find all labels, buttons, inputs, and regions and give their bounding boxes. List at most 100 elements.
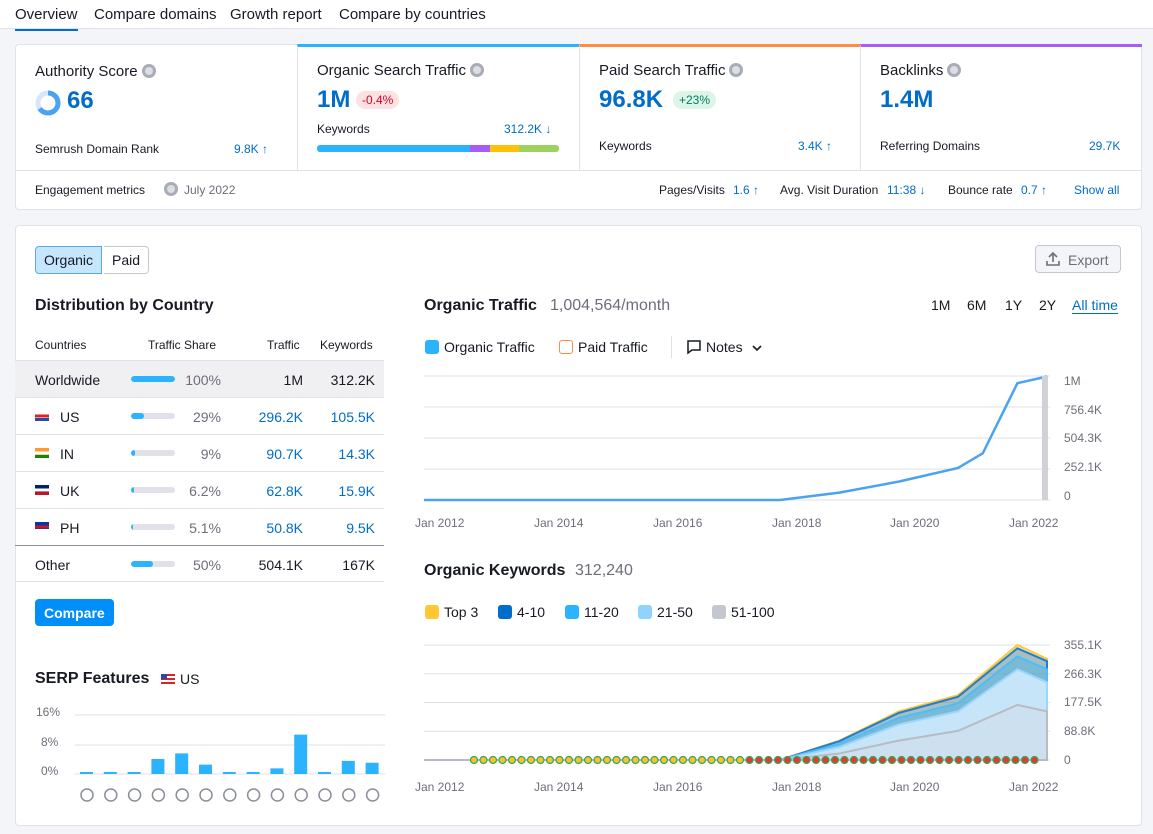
update-marker-icon[interactable] xyxy=(583,755,593,765)
serp-feature-icon[interactable] xyxy=(104,788,118,802)
serp-feature-icon[interactable] xyxy=(318,788,332,802)
tab-compare-domains[interactable]: Compare domains xyxy=(94,6,217,23)
compare-button[interactable]: Compare xyxy=(35,599,114,626)
serp-feature-bar[interactable] xyxy=(294,734,308,774)
table-row[interactable]: IN 9% 90.7K 14.3K xyxy=(15,434,384,471)
update-marker-icon[interactable] xyxy=(507,755,517,765)
update-marker-icon[interactable] xyxy=(954,755,963,765)
update-marker-icon[interactable] xyxy=(963,755,973,765)
organic-traffic-chart[interactable] xyxy=(424,375,1050,502)
update-marker-icon[interactable] xyxy=(849,755,859,765)
update-marker-icon[interactable] xyxy=(735,755,745,765)
update-marker-icon[interactable] xyxy=(479,755,488,765)
serp-feature-bar[interactable] xyxy=(341,760,355,774)
table-row[interactable]: UK 6.2% 62.8K 15.9K xyxy=(15,471,384,508)
update-marker-icon[interactable] xyxy=(859,755,868,765)
update-marker-icon[interactable] xyxy=(612,755,621,765)
update-marker-icon[interactable] xyxy=(992,755,1001,765)
serp-feature-icon[interactable] xyxy=(199,788,213,802)
update-marker-icon[interactable] xyxy=(821,755,830,765)
paid-keywords-value[interactable]: 3.4K ↑ xyxy=(798,139,833,153)
serp-feature-bar[interactable] xyxy=(365,762,379,774)
update-marker-icon[interactable] xyxy=(707,755,716,765)
update-marker-icon[interactable] xyxy=(754,755,764,765)
serp-feature-icon[interactable] xyxy=(151,788,166,802)
serp-feature-bar[interactable] xyxy=(246,772,260,774)
update-marker-icon[interactable] xyxy=(517,755,526,765)
paid-toggle-button[interactable]: Paid xyxy=(104,246,150,274)
update-marker-icon[interactable] xyxy=(944,755,954,765)
traffic-value[interactable]: 62.8K xyxy=(266,483,303,499)
backlinks-value[interactable]: 1.4M xyxy=(880,86,934,113)
traffic-value[interactable]: 296.2K xyxy=(258,409,303,425)
update-marker-icon[interactable] xyxy=(678,755,688,765)
serp-feature-bar[interactable] xyxy=(80,772,93,774)
range-2y[interactable]: 2Y xyxy=(1039,297,1057,313)
organic-toggle-button[interactable]: Organic xyxy=(35,246,103,274)
table-row[interactable]: Other 50% 504.1K 167K xyxy=(15,545,384,582)
update-marker-icon[interactable] xyxy=(545,755,555,765)
update-marker-icon[interactable] xyxy=(792,755,802,765)
keywords-value[interactable]: 14.3K xyxy=(338,446,375,462)
update-marker-icon[interactable] xyxy=(887,755,897,765)
update-marker-icon[interactable] xyxy=(802,755,811,765)
update-marker-icon[interactable] xyxy=(811,755,821,765)
update-marker-icon[interactable] xyxy=(564,755,574,765)
serp-feature-icon[interactable] xyxy=(246,788,261,802)
update-marker-icon[interactable] xyxy=(982,755,992,765)
serp-feature-bar[interactable] xyxy=(175,753,189,774)
globe-icon[interactable] xyxy=(141,64,156,78)
update-marker-icon[interactable] xyxy=(906,755,916,765)
serp-feature-bar[interactable] xyxy=(318,772,331,774)
update-marker-icon[interactable] xyxy=(1011,755,1020,765)
export-button[interactable]: Export xyxy=(1035,245,1121,273)
table-row[interactable]: Worldwide 100% 1M 312.2K xyxy=(15,360,384,397)
update-marker-icon[interactable] xyxy=(593,755,602,765)
update-marker-icon[interactable] xyxy=(574,755,583,765)
serp-feature-icon[interactable] xyxy=(365,788,380,802)
tab-growth-report[interactable]: Growth report xyxy=(230,6,322,23)
update-marker-icon[interactable] xyxy=(783,755,792,765)
update-marker-icon[interactable] xyxy=(526,755,536,765)
update-marker-icon[interactable] xyxy=(935,755,944,765)
show-all-link[interactable]: Show all xyxy=(1074,183,1120,197)
range-all-time[interactable]: All time xyxy=(1072,297,1118,314)
referring-domains-value[interactable]: 29.7K xyxy=(1089,139,1121,153)
update-marker-icon[interactable] xyxy=(659,755,669,765)
keywords-value[interactable]: 105.5K xyxy=(330,409,375,425)
globe-icon[interactable] xyxy=(469,63,484,77)
update-marker-icon[interactable] xyxy=(602,755,612,765)
organic-traffic-value[interactable]: 1M xyxy=(317,86,351,113)
update-marker-icon[interactable] xyxy=(536,755,545,765)
update-marker-icon[interactable] xyxy=(650,755,659,765)
update-marker-icon[interactable] xyxy=(726,755,735,765)
update-marker-icon[interactable] xyxy=(555,755,564,765)
serp-feature-icon[interactable] xyxy=(270,788,285,802)
update-marker-icon[interactable] xyxy=(878,755,887,765)
serp-feature-bar[interactable] xyxy=(199,764,212,774)
update-marker-icon[interactable] xyxy=(669,755,678,765)
serp-feature-icon[interactable] xyxy=(127,788,142,802)
serp-feature-icon[interactable] xyxy=(223,788,237,802)
range-1y[interactable]: 1Y xyxy=(1005,297,1023,313)
table-row[interactable]: PH 5.1% 50.8K 9.5K xyxy=(15,508,384,545)
update-marker-icon[interactable] xyxy=(830,755,840,765)
serp-feature-bar[interactable] xyxy=(103,772,117,774)
update-marker-icon[interactable] xyxy=(631,755,640,765)
update-marker-icon[interactable] xyxy=(688,755,697,765)
update-marker-icon[interactable] xyxy=(764,755,773,765)
table-row[interactable]: US 29% 296.2K 105.5K xyxy=(15,397,384,434)
update-marker-icon[interactable] xyxy=(916,755,925,765)
organic-keywords-value[interactable]: 312.2K ↓ xyxy=(504,122,552,136)
update-marker-icon[interactable] xyxy=(640,755,650,765)
serp-feature-bar[interactable] xyxy=(222,772,236,774)
range-6m[interactable]: 6M xyxy=(967,297,987,313)
globe-icon[interactable] xyxy=(729,63,744,77)
traffic-value[interactable]: 90.7K xyxy=(266,446,303,462)
update-marker-icon[interactable] xyxy=(469,755,479,765)
update-marker-icon[interactable] xyxy=(897,755,906,765)
serp-feature-icon[interactable] xyxy=(80,788,94,802)
update-marker-icon[interactable] xyxy=(716,755,726,765)
domain-rank-value[interactable]: 9.8K ↑ xyxy=(234,142,269,156)
traffic-value[interactable]: 50.8K xyxy=(266,520,303,536)
